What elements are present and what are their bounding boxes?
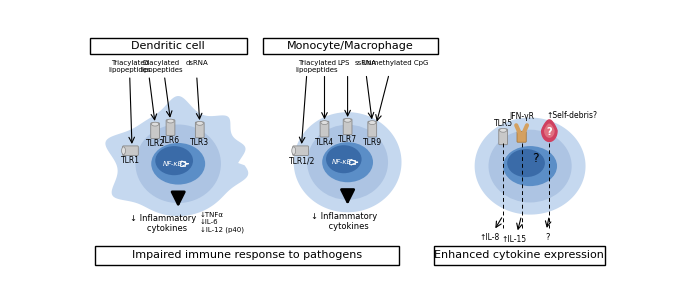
- Text: Monocyte/Macrophage: Monocyte/Macrophage: [287, 41, 414, 51]
- FancyBboxPatch shape: [123, 146, 138, 155]
- Ellipse shape: [369, 121, 376, 125]
- Ellipse shape: [322, 142, 373, 182]
- Text: ?: ?: [532, 152, 539, 165]
- Text: IFN-γR: IFN-γR: [509, 112, 534, 121]
- Text: dsRNA: dsRNA: [186, 60, 208, 66]
- Ellipse shape: [196, 121, 203, 125]
- Polygon shape: [294, 112, 401, 212]
- Text: Dendritic cell: Dendritic cell: [132, 41, 205, 51]
- Polygon shape: [475, 118, 586, 215]
- FancyBboxPatch shape: [166, 120, 175, 136]
- Ellipse shape: [499, 128, 507, 132]
- Text: TLR6: TLR6: [161, 136, 180, 145]
- Ellipse shape: [488, 130, 572, 203]
- Ellipse shape: [155, 146, 193, 175]
- Polygon shape: [105, 96, 248, 216]
- Text: Triacylated
lipopeptides: Triacylated lipopeptides: [295, 60, 338, 73]
- Text: NF-κB: NF-κB: [162, 161, 183, 167]
- Polygon shape: [542, 120, 557, 141]
- Ellipse shape: [292, 147, 296, 155]
- FancyBboxPatch shape: [434, 246, 605, 265]
- Text: Unmethylated CpG: Unmethylated CpG: [362, 60, 429, 66]
- Text: ↑Self-debris?: ↑Self-debris?: [546, 111, 597, 120]
- Ellipse shape: [136, 125, 221, 203]
- Text: ↓ Inflammatory
    cytokines: ↓ Inflammatory cytokines: [310, 211, 377, 231]
- FancyBboxPatch shape: [368, 121, 377, 137]
- Text: NF-κB: NF-κB: [332, 159, 352, 165]
- Text: ssRNA: ssRNA: [355, 60, 377, 66]
- Ellipse shape: [151, 122, 159, 126]
- Text: ↑IL-8: ↑IL-8: [479, 233, 499, 242]
- Text: TLR9: TLR9: [362, 138, 382, 147]
- Text: ↑IL-15: ↑IL-15: [501, 235, 527, 244]
- FancyBboxPatch shape: [517, 132, 526, 142]
- Ellipse shape: [307, 125, 388, 200]
- Text: TLR7: TLR7: [338, 135, 357, 144]
- FancyBboxPatch shape: [195, 122, 204, 138]
- Text: ?: ?: [547, 127, 552, 137]
- Text: TLR1/2: TLR1/2: [289, 156, 315, 165]
- Text: TLR1: TLR1: [121, 156, 140, 165]
- Ellipse shape: [326, 145, 362, 173]
- Text: TLR3: TLR3: [190, 138, 210, 147]
- Text: TLR5: TLR5: [494, 119, 512, 128]
- Ellipse shape: [321, 121, 328, 125]
- Text: ?: ?: [545, 233, 550, 242]
- Text: ↓ Inflammatory
   cytokines: ↓ Inflammatory cytokines: [129, 214, 196, 233]
- Ellipse shape: [344, 118, 351, 122]
- Ellipse shape: [503, 146, 557, 186]
- Text: TLR2: TLR2: [146, 139, 164, 148]
- FancyBboxPatch shape: [90, 38, 247, 54]
- Text: LPS: LPS: [338, 60, 350, 66]
- FancyBboxPatch shape: [263, 38, 438, 54]
- Text: ↓TNFα
↓IL-6
↓IL-12 (p40): ↓TNFα ↓IL-6 ↓IL-12 (p40): [200, 212, 244, 233]
- FancyBboxPatch shape: [292, 146, 308, 155]
- Text: TLR4: TLR4: [315, 138, 334, 147]
- FancyBboxPatch shape: [320, 121, 329, 137]
- Ellipse shape: [167, 119, 174, 123]
- Text: Impaired immune response to pathogens: Impaired immune response to pathogens: [132, 250, 362, 260]
- Polygon shape: [545, 124, 554, 137]
- FancyBboxPatch shape: [343, 119, 352, 135]
- FancyBboxPatch shape: [151, 123, 160, 139]
- Text: Diacylated
lipopeptides: Diacylated lipopeptides: [140, 60, 183, 73]
- Ellipse shape: [151, 143, 205, 185]
- FancyBboxPatch shape: [499, 129, 508, 145]
- Ellipse shape: [122, 147, 125, 155]
- FancyBboxPatch shape: [95, 246, 399, 265]
- Text: Enhanced cytokine expression: Enhanced cytokine expression: [434, 250, 604, 260]
- Text: Triacylated
lipopeptides: Triacylated lipopeptides: [108, 60, 151, 73]
- Ellipse shape: [507, 149, 545, 177]
